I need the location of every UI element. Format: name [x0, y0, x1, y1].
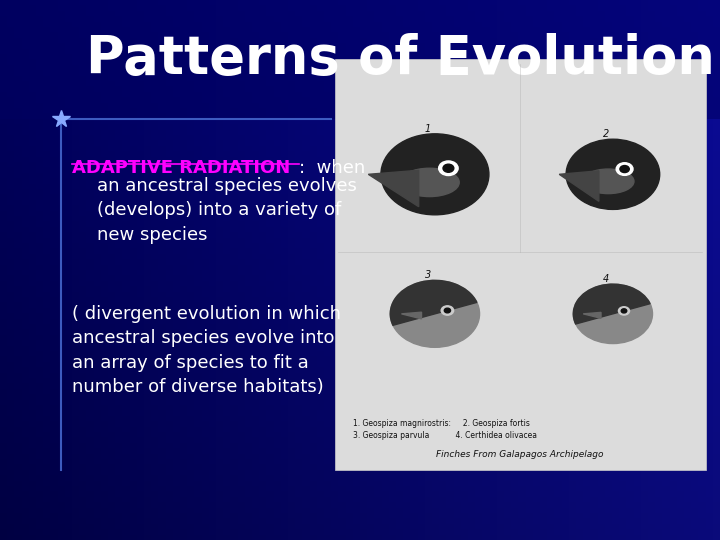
- Text: 3: 3: [425, 271, 431, 280]
- Circle shape: [566, 139, 660, 210]
- Circle shape: [444, 308, 451, 313]
- Polygon shape: [559, 171, 599, 201]
- Text: 1: 1: [425, 124, 431, 134]
- Circle shape: [620, 166, 629, 173]
- Text: Patterns of Evolution: Patterns of Evolution: [86, 33, 715, 85]
- Bar: [335, 59, 706, 470]
- Text: 4: 4: [603, 274, 609, 284]
- Text: an ancestral species evolves
(develops) into a variety of
new species: an ancestral species evolves (develops) …: [97, 177, 357, 244]
- Text: 2: 2: [603, 129, 609, 139]
- Polygon shape: [583, 312, 601, 318]
- Circle shape: [441, 306, 454, 315]
- Polygon shape: [402, 312, 421, 319]
- Bar: [0, 0, 720, 119]
- Text: 1. Geospiza magnirostris:     2. Geospiza fortis
3. Geospiza parvula           4: 1. Geospiza magnirostris: 2. Geospiza fo…: [353, 418, 537, 440]
- Circle shape: [381, 134, 489, 215]
- Wedge shape: [390, 280, 477, 325]
- Text: Finches From Galapagos Archipelago: Finches From Galapagos Archipelago: [436, 450, 604, 459]
- Circle shape: [438, 161, 458, 176]
- Ellipse shape: [582, 169, 634, 194]
- Circle shape: [616, 163, 633, 176]
- Circle shape: [390, 280, 480, 347]
- Circle shape: [573, 284, 652, 343]
- Polygon shape: [369, 170, 419, 207]
- Circle shape: [618, 307, 629, 315]
- Text: :  when: : when: [299, 159, 365, 177]
- Ellipse shape: [400, 168, 459, 197]
- Text: ADAPTIVE RADIATION: ADAPTIVE RADIATION: [72, 159, 290, 177]
- Wedge shape: [573, 284, 650, 324]
- Circle shape: [621, 309, 627, 313]
- Circle shape: [443, 164, 454, 172]
- Text: ( divergent evolution in which
ancestral species evolve into
an array of species: ( divergent evolution in which ancestral…: [72, 305, 341, 396]
